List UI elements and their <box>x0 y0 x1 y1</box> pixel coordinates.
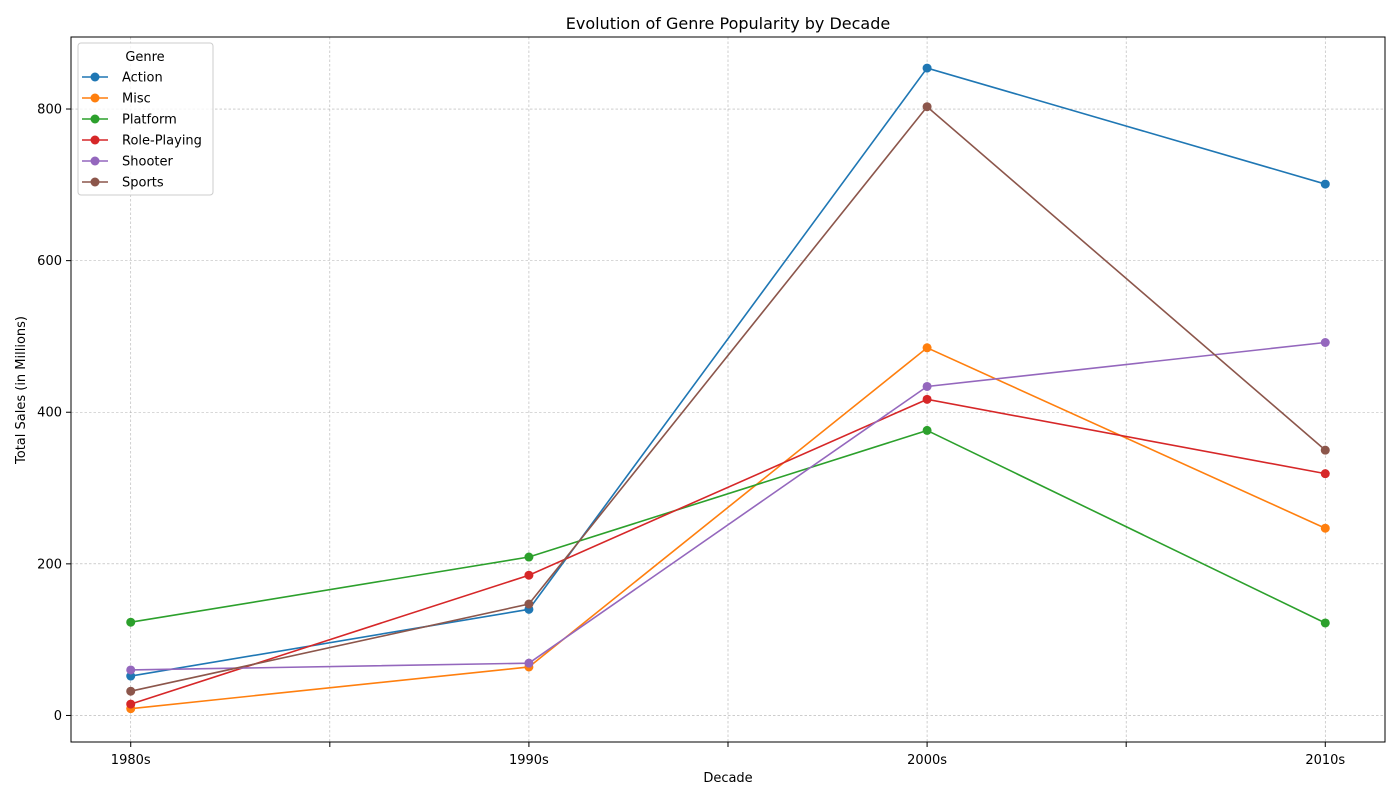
series-sports <box>126 102 1330 696</box>
grid-lines <box>71 37 1385 742</box>
legend-item-sports: Sports <box>82 176 164 191</box>
legend-item-platform: Platform <box>82 113 177 128</box>
data-point-platform <box>922 425 932 435</box>
legend-item-action: Action <box>82 71 163 86</box>
legend-marker <box>90 93 100 103</box>
data-point-action <box>922 63 932 73</box>
legend-label: Action <box>122 71 163 86</box>
data-point-platform <box>1320 618 1330 628</box>
data-point-platform <box>524 552 534 562</box>
legend-item-misc: Misc <box>82 92 151 107</box>
data-point-shooter <box>1320 338 1330 347</box>
series-line-platform <box>130 429 1326 624</box>
y-tick-label: 600 <box>37 254 62 269</box>
legend-label: Misc <box>122 92 151 107</box>
series-shooter <box>126 338 1330 675</box>
x-tick-label: 2010s <box>1305 753 1345 768</box>
chart-title: Evolution of Genre Popularity by Decade <box>566 14 890 33</box>
y-axis-label: Total Sales (in Millions) <box>14 316 29 465</box>
legend-marker <box>90 135 100 145</box>
legend-item-shooter: Shooter <box>82 155 173 170</box>
y-tick-label: 800 <box>37 103 62 118</box>
legend-marker <box>90 156 100 166</box>
data-point-platform <box>126 617 136 627</box>
data-point-sports <box>1320 445 1330 455</box>
x-tick-label: 1980s <box>111 753 151 768</box>
data-point-shooter <box>126 665 136 675</box>
data-point-misc <box>922 343 932 353</box>
data-point-role-playing <box>524 570 534 580</box>
legend-label: Role-Playing <box>122 134 202 149</box>
data-point-shooter <box>922 381 932 391</box>
data-point-action <box>1320 179 1330 189</box>
series-line-misc <box>130 346 1326 710</box>
legend-marker <box>90 177 100 187</box>
series-line-role-playing <box>130 398 1326 705</box>
legend-item-role-playing: Role-Playing <box>82 134 202 149</box>
x-tick-label: 1990s <box>509 753 549 768</box>
data-point-misc <box>1320 523 1330 533</box>
y-tick-label: 400 <box>37 406 62 421</box>
series-line-shooter <box>130 341 1326 671</box>
data-point-role-playing <box>922 394 932 404</box>
x-tick-label: 2000s <box>907 753 947 768</box>
legend-frame <box>77 42 214 196</box>
series-line-action <box>130 67 1326 677</box>
series-line-sports <box>130 105 1326 692</box>
data-point-shooter <box>524 658 534 668</box>
legend-label: Platform <box>122 113 177 128</box>
legend-marker <box>90 114 100 124</box>
y-tick-label: 0 <box>54 709 62 724</box>
legend-label: Sports <box>122 176 164 191</box>
data-point-role-playing <box>126 699 136 709</box>
x-axis-label: Decade <box>703 771 752 786</box>
legend-label: Shooter <box>122 155 173 170</box>
data-point-role-playing <box>1320 469 1330 479</box>
legend-marker <box>90 72 100 82</box>
data-point-sports <box>922 102 932 112</box>
series-platform <box>126 425 1330 628</box>
axis-ticks: 1980s 1990s 2000s 2010s 0 200 400 600 800 <box>37 103 1345 768</box>
data-point-sports <box>126 686 136 696</box>
data-point-sports <box>524 599 534 609</box>
y-tick-label: 200 <box>37 557 62 572</box>
series-lines <box>126 63 1330 714</box>
series-role-playing <box>126 394 1330 709</box>
legend: Genre Action Misc Platform Role-Playing Shoo… <box>77 42 214 196</box>
legend-title: Genre <box>125 50 164 65</box>
